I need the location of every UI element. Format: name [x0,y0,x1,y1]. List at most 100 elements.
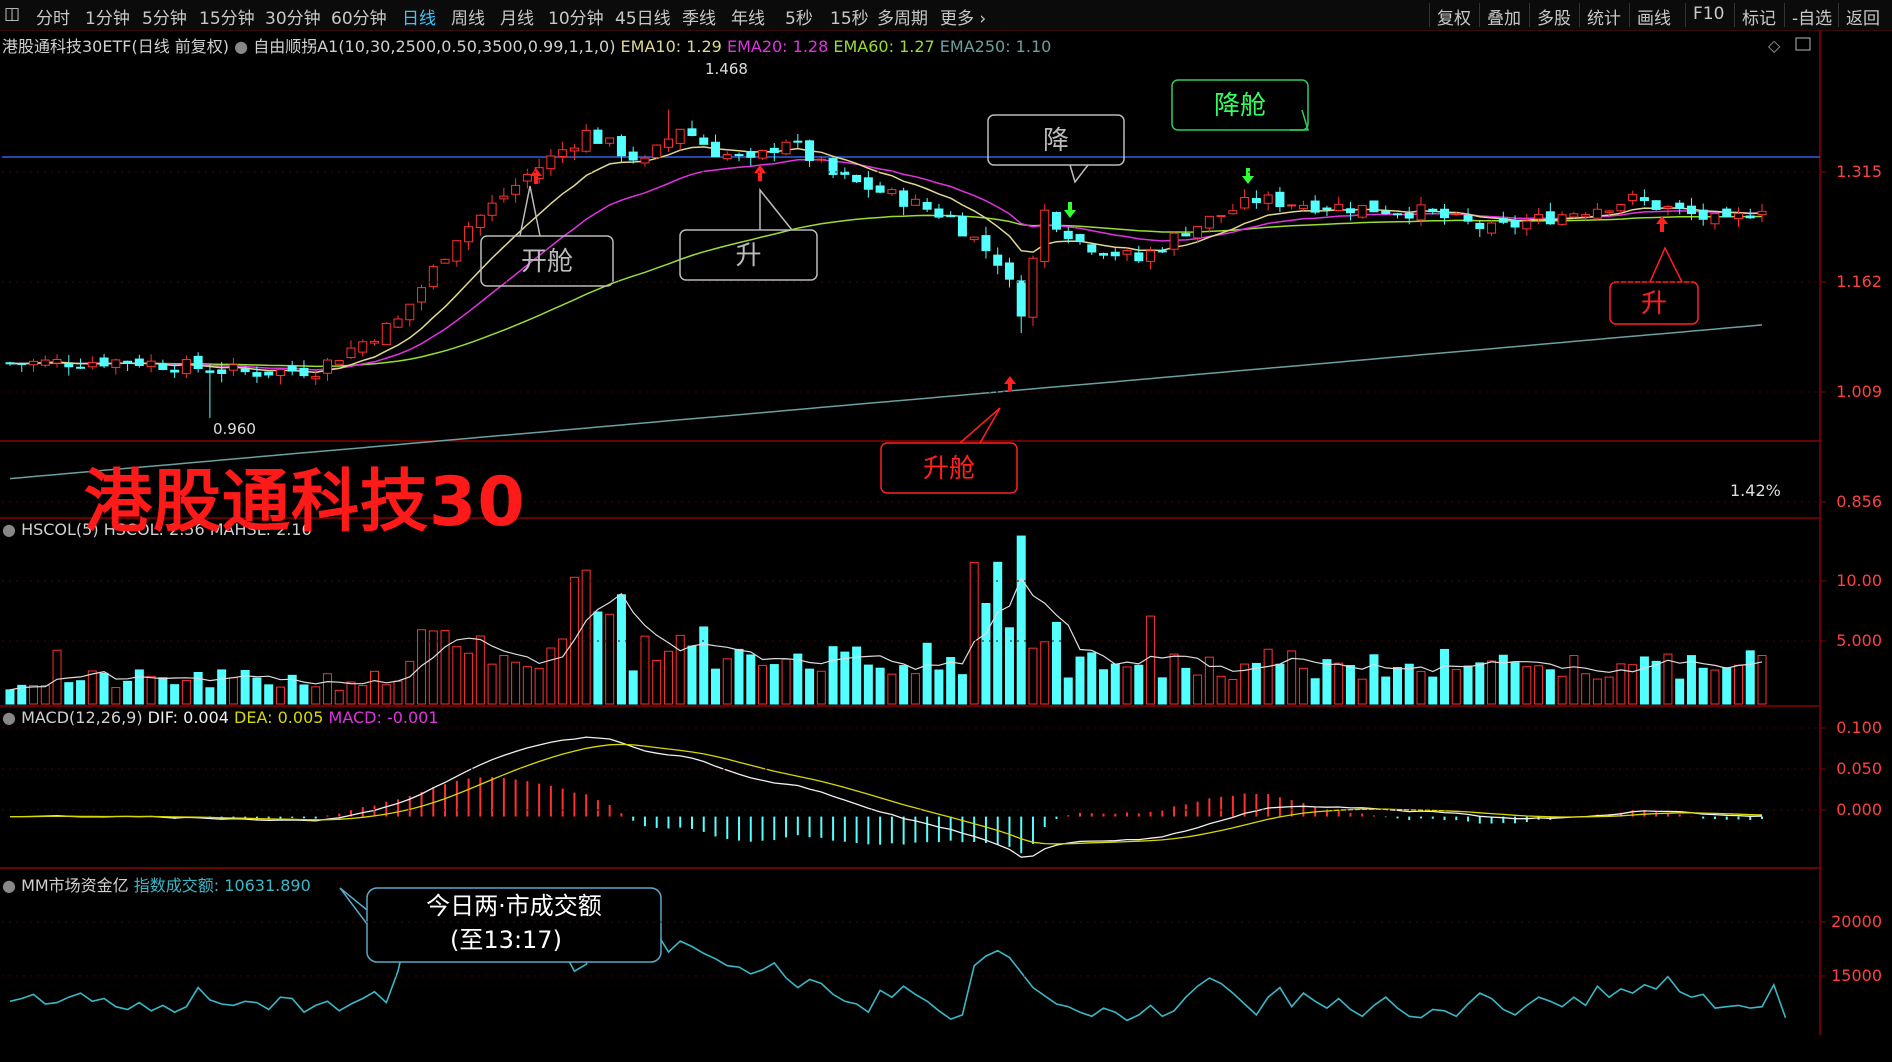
volume-bar [628,670,638,705]
period-tab-7[interactable]: 周线 [451,9,485,29]
toolbar-divider [1734,3,1735,27]
period-tab-8[interactable]: 月线 [500,9,534,29]
y-tick-label: 20000 [1831,912,1882,931]
toolbar-button-1[interactable]: 叠加 [1487,9,1521,29]
period-tab-0[interactable]: 分时 [36,9,70,29]
candle-body [1298,204,1308,210]
candle-body [428,266,438,287]
candle-body [264,371,274,376]
up-arrow [1656,216,1668,232]
period-tab-16[interactable]: 更多 › [940,9,987,29]
candle-body [1639,197,1649,202]
volume-bar [852,646,862,705]
candle-body [511,184,521,195]
period-tab-3[interactable]: 15分钟 [199,9,255,29]
candle-body [1087,244,1097,253]
volume-bar [675,634,685,705]
period-tab-10[interactable]: 45日线 [615,9,671,29]
volume-bar [1440,648,1450,705]
candle-body [1357,205,1367,218]
toolbar-divider [1479,3,1480,27]
callout-jiang-text: 降 [1043,126,1069,156]
period-tab-9[interactable]: 10分钟 [548,9,604,29]
volume-bar [1110,663,1120,705]
period-tab-15[interactable]: 多周期 [877,9,928,29]
volume-bar [1345,665,1355,705]
volume-bar [252,677,262,705]
toolbar-button-5[interactable]: F10 [1693,4,1725,24]
period-tab-13[interactable]: 5秒 [785,9,813,29]
candle-body [1122,250,1132,255]
callout-jiangcang-box [1171,79,1309,131]
candle-body [417,287,427,303]
candle-body [1698,209,1708,220]
period-tab-2[interactable]: 5分钟 [142,9,187,29]
toolbar-button-0[interactable]: 复权 [1437,9,1471,29]
macd-header: ● MACD(12,26,9) DIF: 0.004 DEA: 0.005 MA… [2,708,439,727]
candle-body [1146,250,1156,262]
volume-bar [1522,666,1532,705]
toolbar-button-2[interactable]: 多股 [1537,9,1571,29]
turnover-callout-box [366,887,662,963]
period-tab-6[interactable]: 日线 [402,9,436,29]
candle-body [1275,191,1285,208]
toolbar-button-7[interactable]: -自选 [1792,9,1833,29]
period-tab-5[interactable]: 60分钟 [331,9,387,29]
candle-body [1181,233,1191,237]
volume-bar [158,677,168,705]
hscol-value: HSCOL: 2.56 [103,520,205,539]
volume-bar [1487,660,1497,705]
candle-body [1440,208,1450,219]
volume-bar [1157,677,1167,705]
candle-body [1463,215,1473,222]
candle-body [1157,250,1167,253]
volume-bar [511,661,521,705]
toolbar-button-3[interactable]: 统计 [1587,9,1621,29]
dea-line [10,743,1763,845]
volume-bar [275,686,285,705]
candle-body [1616,204,1626,212]
candle-body [663,138,673,148]
candle-body [64,363,74,368]
volume-bar [205,687,215,705]
pct-label: 1.42% [1730,481,1781,500]
volume-bar [299,684,309,705]
volume-bar [863,664,873,705]
volume-bar [746,654,756,705]
toolbar-button-4[interactable]: 画线 [1637,9,1671,29]
period-tab-14[interactable]: 15秒 [830,9,869,29]
volume-bar [1369,654,1379,705]
volume-bar [440,630,450,705]
candle-body [1016,280,1026,317]
period-tab-11[interactable]: 季线 [682,9,716,29]
layout-icon[interactable]: ◫ [4,4,21,24]
hscol-header: ● HSCOL(5) HSCOL: 2.56 MAHSL: 2.16 [2,520,312,539]
period-tab-4[interactable]: 30分钟 [265,9,321,29]
candle-body [1028,257,1038,318]
volume-bar [52,649,62,705]
volume-bar [993,561,1003,705]
period-tab-12[interactable]: 年线 [731,9,765,29]
candle-body [29,360,39,366]
toolbar-button-6[interactable]: 标记 [1742,9,1776,29]
candle-body [228,364,238,371]
candle-body [828,158,838,175]
volume-bar [193,671,203,705]
candle-body [1569,213,1579,218]
candle-body [1592,208,1602,219]
volume-bar [1357,678,1367,705]
toolbar-button-8[interactable]: 返回 [1846,9,1880,29]
candle-body [1416,204,1426,221]
main-header: 港股通科技30ETF(日线 前复权) ● 自由顺拐A1(10,30,2500,0… [2,37,1052,56]
volume-bar [652,659,662,705]
candle-body [146,360,156,367]
volume-bar [499,654,509,705]
candle-body [699,137,709,145]
volume-bar [875,667,885,705]
candle-body [1204,215,1214,229]
up-arrow [754,165,766,181]
period-tab-1[interactable]: 1分钟 [85,9,130,29]
ema20-label: EMA20: 1.28 [726,37,829,56]
volume-bar [1099,669,1109,705]
candle-body [569,147,579,152]
